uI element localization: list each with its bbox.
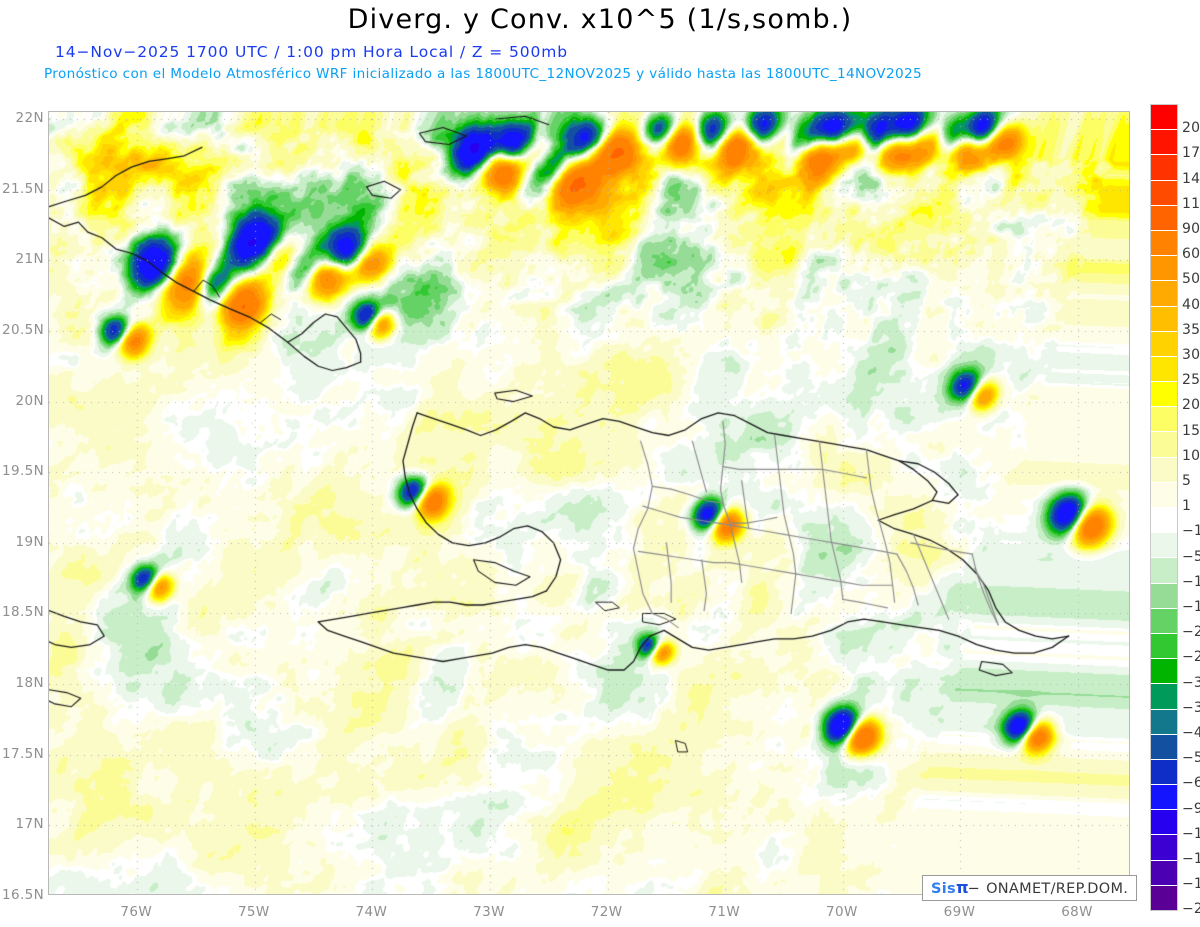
colorbar-band [1151,884,1177,910]
valid-time-line: 14−Nov−2025 1700 UTC / 1:00 pm Hora Loca… [55,43,568,61]
lat-tick-label: 22N [15,110,44,127]
colorbar-tick-label: 110 [1182,195,1200,212]
colorbar-tick-label: −140 [1182,851,1200,867]
logo-dash: − [967,881,981,897]
lat-tick-label: 16.5N [2,887,45,903]
colorbar-tick-label: 1 [1182,498,1192,515]
lon-tick-label: 74W [355,904,388,920]
colorbar-band [1151,708,1177,734]
colorbar-band [1151,834,1177,860]
colorbar-tick-label: 200 [1182,120,1200,137]
logo-pi-icon: π [955,878,969,897]
lat-tick-label: 20N [15,392,44,409]
colorbar-band [1151,406,1177,432]
colorbar-band [1151,179,1177,205]
colorbar-band [1151,607,1177,633]
colorbar-tick-label: 170 [1182,145,1200,162]
colorbar [1150,104,1178,911]
colorbar-band [1151,330,1177,356]
lat-tick-label: 19.5N [2,463,45,480]
colorbar-band [1151,204,1177,230]
lon-tick-label: 70W [825,904,858,920]
colorbar-band [1151,582,1177,608]
colorbar-band [1151,481,1177,507]
colorbar-tick-label: −50 [1182,750,1200,767]
lon-tick-label: 72W [590,904,623,920]
colorbar-tick-label: 20 [1182,397,1200,414]
lon-tick-label: 69W [943,904,976,920]
lat-tick-label: 21.5N [2,180,45,197]
colorbar-tick-label: 15 [1182,422,1200,439]
colorbar-tick-label: 40 [1182,296,1200,313]
colorbar-tick-label: −30 [1182,674,1200,691]
colorbar-band [1151,154,1177,180]
lon-tick-label: 76W [120,904,153,920]
colorbar-band [1151,784,1177,810]
colorbar-band [1151,355,1177,382]
logo-org-text: ONAMET/REP.DOM. [986,881,1129,897]
colorbar-tick-label: 10 [1182,447,1200,464]
colorbar-tick-label: 50 [1182,271,1200,288]
lat-tick-label: 20.5N [2,321,45,338]
colorbar-band [1151,809,1177,835]
lon-tick-label: 75W [237,904,270,920]
colorbar-band [1151,507,1177,533]
lat-tick-label: 18N [15,675,44,692]
colorbar-tick-label: −110 [1182,825,1200,842]
colorbar-band [1151,129,1177,155]
colorbar-tick-label: 30 [1182,347,1200,363]
colorbar-tick-label: −170 [1182,876,1200,893]
lat-tick-label: 17N [15,816,44,833]
colorbar-band [1151,532,1177,558]
colorbar-tick-label: 90 [1182,221,1200,237]
colorbar-tick-label: −90 [1182,800,1200,817]
colorbar-band [1151,632,1177,659]
colorbar-tick-label: −35 [1182,699,1200,716]
colorbar-tick-label: −25 [1182,649,1200,666]
lat-tick-label: 17.5N [2,745,45,762]
colorbar-tick-label: −200 [1182,901,1200,918]
lon-tick-label: 73W [473,904,505,920]
colorbar-tick-label: −10 [1182,573,1200,590]
model-info-line: Pronóstico con el Modelo Atmosférico WRF… [44,66,922,82]
colorbar-tick-label: −60 [1182,775,1200,792]
colorbar-tick-label: 25 [1182,372,1200,389]
colorbar-band [1151,280,1177,306]
colorbar-tick-label: −40 [1182,725,1200,741]
lon-tick-label: 71W [708,904,741,920]
colorbar-tick-label: −15 [1182,599,1200,615]
colorbar-band [1151,229,1177,256]
colorbar-band [1151,658,1177,684]
colorbar-band [1151,557,1177,583]
attribution-badge: Sis π − ONAMET/REP.DOM. [922,875,1138,901]
colorbar-band [1151,859,1177,885]
colorbar-band [1151,381,1177,407]
colorbar-band [1151,683,1177,709]
colorbar-band [1151,255,1177,281]
colorbar-tick-label: 140 [1182,170,1200,187]
colorbar-tick-label: 35 [1182,321,1200,338]
colorbar-band [1151,456,1177,482]
colorbar-tick-label: 60 [1182,246,1200,263]
coastline-overlay [49,112,1129,894]
colorbar-band [1151,758,1177,785]
colorbar-band [1151,105,1177,130]
colorbar-tick-label: 5 [1182,473,1192,489]
colorbar-tick-label: −5 [1182,548,1200,565]
lon-tick-label: 68W [1061,904,1093,920]
map-plot-area [48,111,1130,895]
colorbar-band [1151,305,1177,331]
logo-sis-text: Sis [931,881,956,897]
colorbar-band [1151,431,1177,457]
lat-tick-label: 21N [15,251,44,268]
colorbar-band [1151,733,1177,759]
colorbar-tick-label: −20 [1182,624,1200,641]
page-title: Diverg. y Conv. x10^5 (1/s,somb.) [347,4,853,35]
lat-tick-label: 18.5N [2,604,45,621]
lat-tick-label: 19N [15,533,44,550]
colorbar-tick-label: −1 [1182,523,1200,540]
